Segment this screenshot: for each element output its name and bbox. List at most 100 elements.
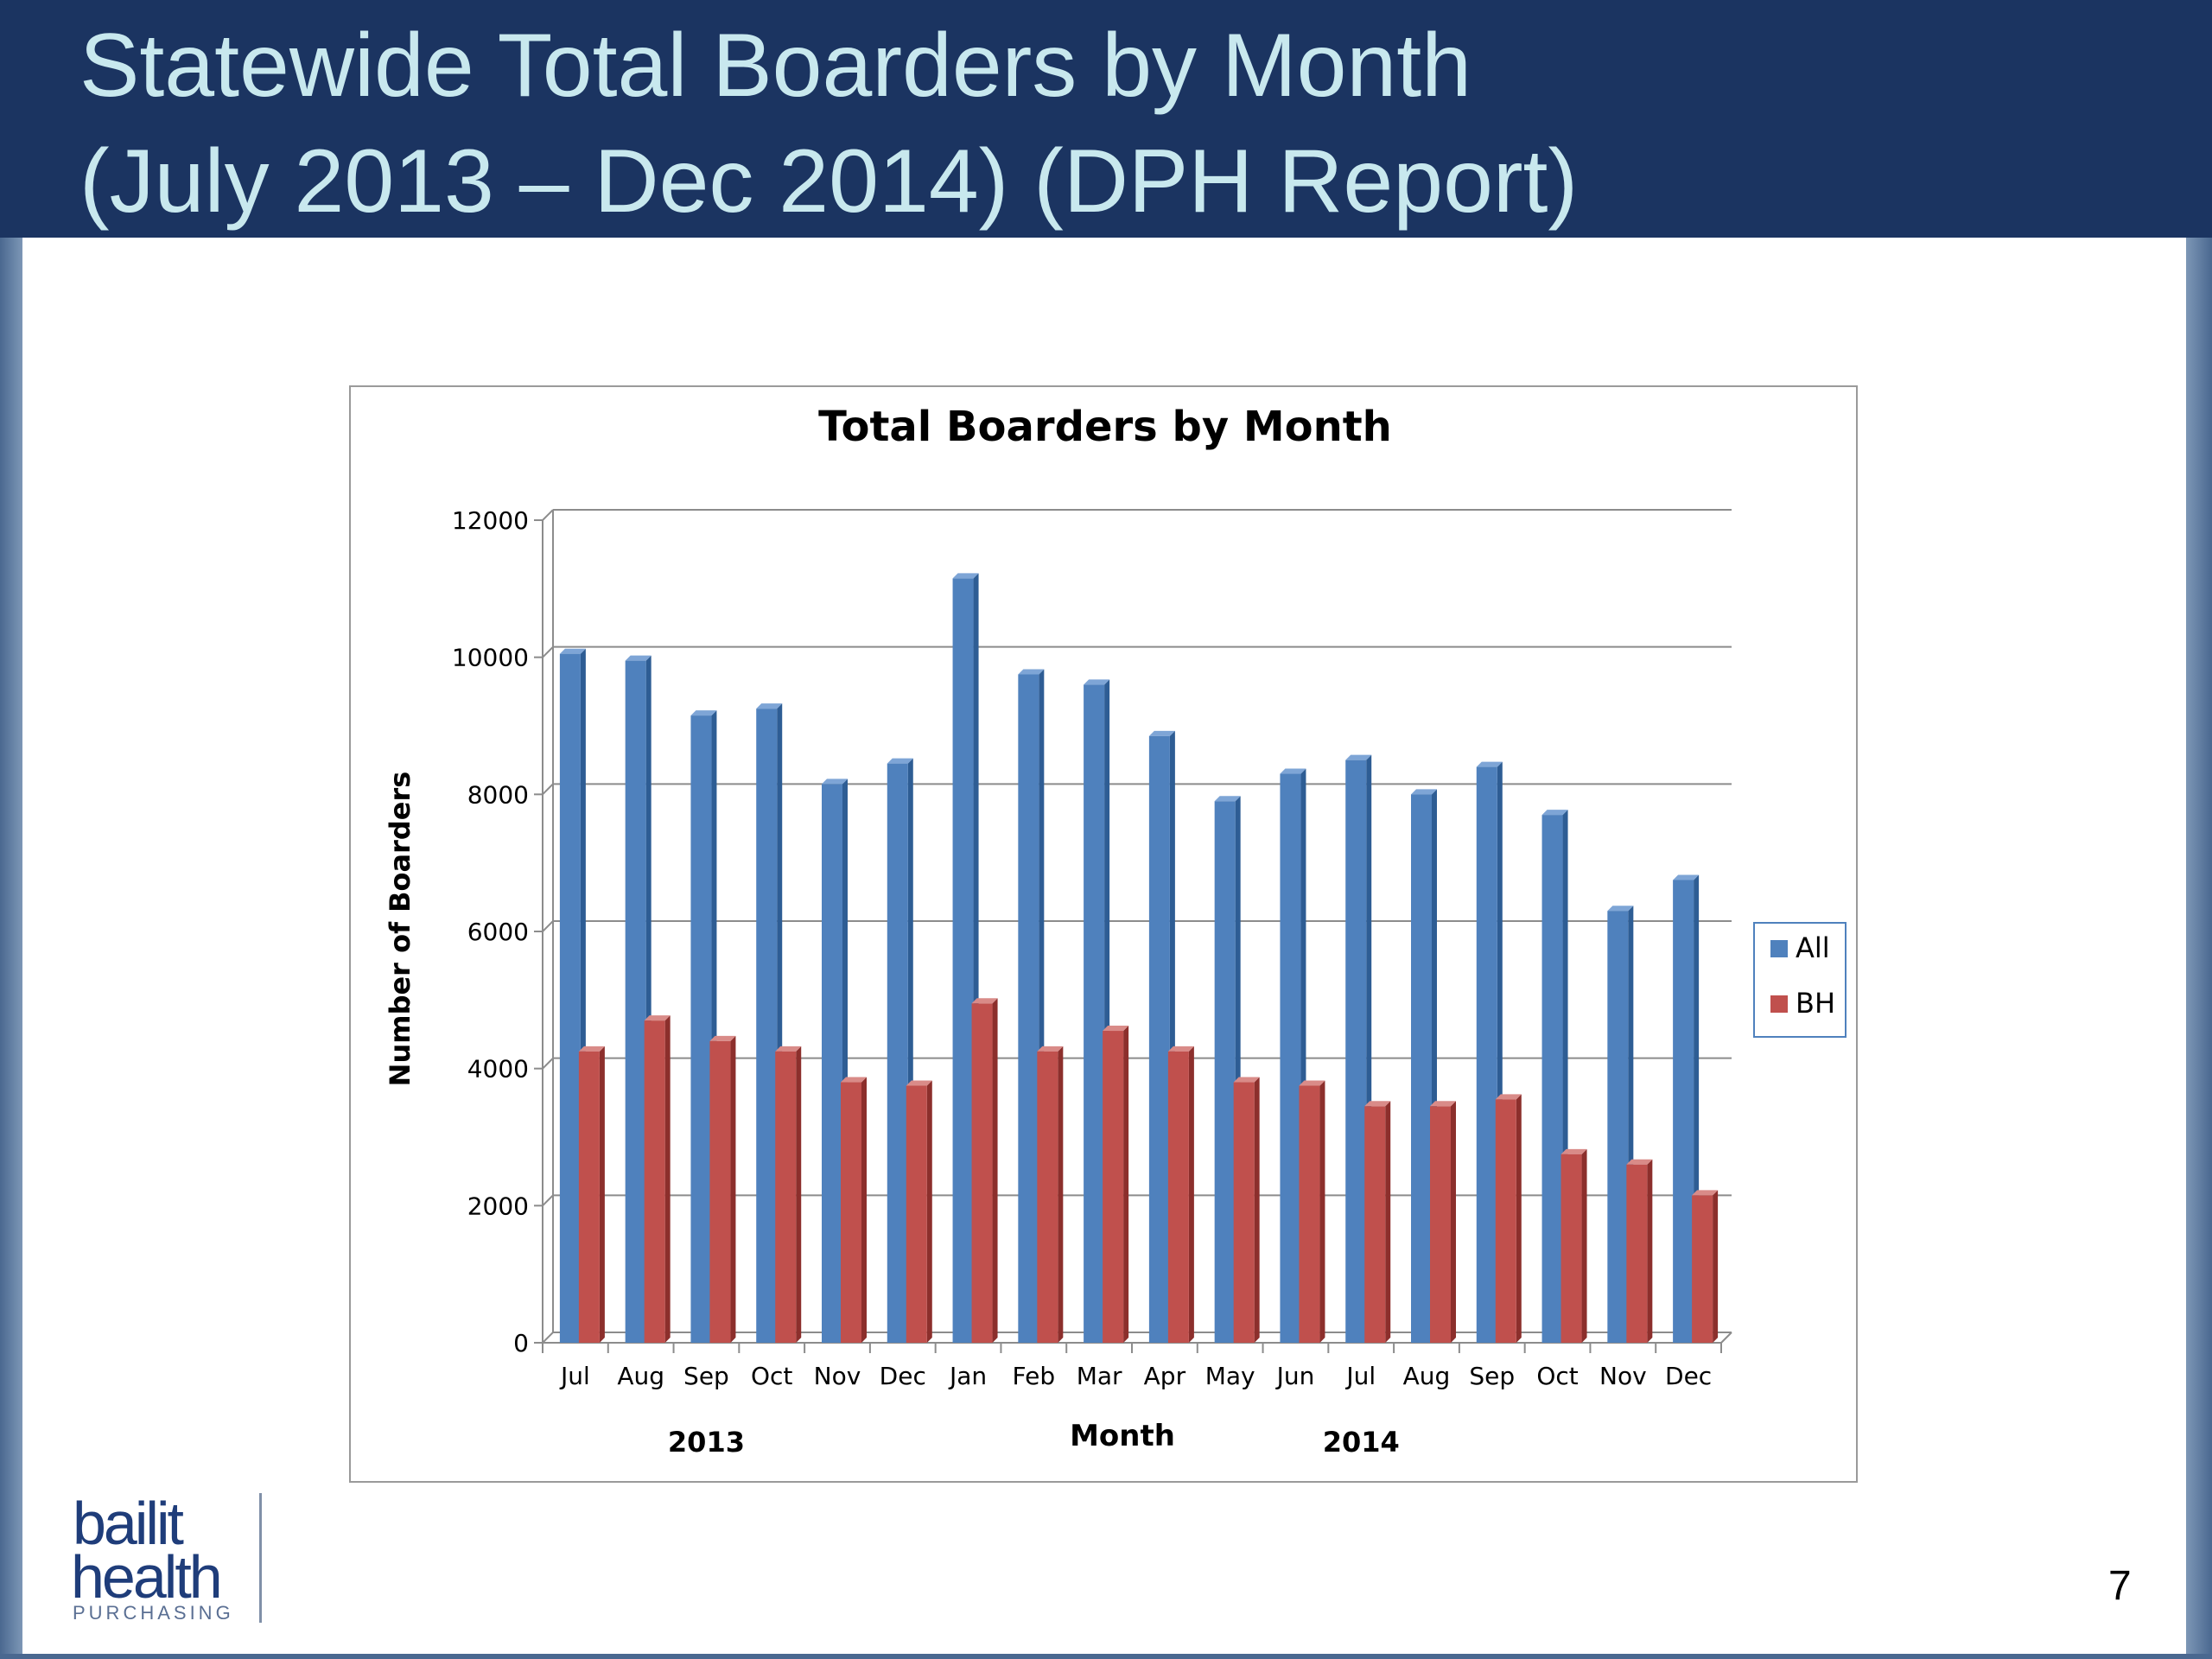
bar-bh bbox=[906, 1085, 927, 1343]
bar-side-bh bbox=[1319, 1080, 1325, 1343]
bar-side-bh bbox=[1254, 1077, 1260, 1343]
legend-swatch-bh bbox=[1770, 995, 1788, 1013]
x-tick-label: Apr bbox=[1144, 1362, 1186, 1390]
x-tick-label: Jan bbox=[948, 1362, 987, 1390]
x-tick-label: Sep bbox=[1469, 1362, 1515, 1390]
floor-edge bbox=[1720, 1332, 1732, 1344]
bar-top-all bbox=[1214, 796, 1241, 802]
axis-tick-labels: 0 2000 4000 6000 8000 10000 12000 Jul Aug Sep Oct N… bbox=[452, 506, 1712, 1459]
bar-side-bh bbox=[1581, 1148, 1587, 1343]
y-tick-label: 12000 bbox=[452, 506, 529, 535]
bar-side-bh bbox=[1058, 1046, 1064, 1343]
bar-top-all bbox=[1148, 730, 1175, 736]
bar-side-bh bbox=[1516, 1094, 1522, 1343]
legend-label-all: All bbox=[1796, 931, 1830, 964]
bar-side-bh bbox=[796, 1046, 802, 1343]
bar-top-bh bbox=[1560, 1148, 1587, 1154]
logo-word-purchasing: PURCHASING bbox=[73, 1602, 234, 1624]
bar-bh bbox=[1364, 1106, 1386, 1343]
x-tick-label: Nov bbox=[814, 1362, 861, 1390]
y-tick-label: 4000 bbox=[467, 1055, 529, 1084]
bar-all bbox=[887, 763, 908, 1343]
gridline-connector bbox=[542, 1194, 554, 1207]
bar-top-all bbox=[1673, 874, 1700, 880]
bar-top-bh bbox=[1626, 1159, 1653, 1165]
bar-side-bh bbox=[664, 1015, 671, 1343]
bar-all bbox=[559, 653, 581, 1343]
slide-title-line-2: (July 2013 – Dec 2014) (DPH Report) bbox=[79, 131, 1579, 232]
bar-side-bh bbox=[861, 1077, 867, 1343]
bar-top-bh bbox=[1103, 1026, 1129, 1032]
bar-all bbox=[1214, 801, 1236, 1343]
bar-side-bh bbox=[730, 1035, 736, 1343]
bar-top-all bbox=[887, 758, 913, 764]
year-label: 2013 bbox=[668, 1426, 745, 1459]
bar-side-bh bbox=[1713, 1190, 1719, 1343]
bar-top-all bbox=[822, 779, 848, 785]
bar-top-all bbox=[1476, 761, 1503, 767]
legend-label-bh: BH bbox=[1796, 987, 1835, 1020]
x-tick-label: Mar bbox=[1077, 1362, 1122, 1390]
y-tick-label: 10000 bbox=[452, 644, 529, 672]
bar-top-bh bbox=[1167, 1046, 1194, 1052]
bar-top-bh bbox=[644, 1015, 671, 1021]
bar-side-bh bbox=[1188, 1046, 1194, 1343]
legend-swatch-all bbox=[1770, 940, 1788, 957]
title-banner: Statewide Total Boarders by Month (July … bbox=[0, 0, 2212, 238]
y-tick-label: 0 bbox=[513, 1329, 529, 1357]
bar-top-all bbox=[1084, 679, 1110, 685]
bar-bh bbox=[1626, 1164, 1648, 1343]
bar-top-bh bbox=[1692, 1190, 1719, 1196]
bar-all bbox=[756, 709, 778, 1343]
legend-box bbox=[1753, 922, 1847, 1038]
bar-bh bbox=[841, 1082, 861, 1343]
gridline-connector bbox=[542, 920, 554, 932]
x-axis-label: Month bbox=[1070, 1419, 1175, 1453]
bar-all bbox=[822, 784, 842, 1343]
gridline-connector bbox=[542, 645, 554, 658]
chart-title: Total Boarders by Month bbox=[818, 403, 1392, 451]
x-tick-label: Jun bbox=[1275, 1362, 1315, 1390]
bar-side-bh bbox=[926, 1080, 932, 1343]
bar-top-all bbox=[756, 703, 783, 709]
y-tick-label: 2000 bbox=[467, 1192, 529, 1220]
bar-bh bbox=[1037, 1051, 1058, 1343]
bar-top-bh bbox=[578, 1046, 605, 1052]
x-tick-label: Dec bbox=[880, 1362, 926, 1390]
logo-word-health: health bbox=[71, 1543, 223, 1611]
chart-frame: Total Boarders by Month Number of Boarde… bbox=[349, 385, 1858, 1483]
bar-top-bh bbox=[1037, 1046, 1064, 1052]
bar-side-bh bbox=[992, 998, 998, 1343]
bar-all bbox=[952, 578, 974, 1343]
bar-top-bh bbox=[971, 998, 998, 1004]
bar-all bbox=[1476, 766, 1497, 1343]
bar-all bbox=[625, 660, 646, 1343]
bar-all bbox=[1018, 674, 1039, 1343]
bar-top-all bbox=[1018, 669, 1045, 675]
bar-bh bbox=[1299, 1085, 1320, 1343]
bar-top-all bbox=[1411, 789, 1437, 795]
bar-all bbox=[1673, 880, 1694, 1343]
bar-side-bh bbox=[599, 1046, 605, 1343]
bar-bh bbox=[1495, 1099, 1516, 1343]
bar-top-all bbox=[1541, 810, 1568, 816]
page-number: 7 bbox=[2108, 1563, 2132, 1609]
right-border-bar bbox=[2186, 238, 2212, 1659]
logo-divider bbox=[259, 1493, 262, 1623]
bar-top-bh bbox=[841, 1077, 867, 1083]
bar-all bbox=[1084, 684, 1105, 1343]
bar-bh bbox=[1692, 1195, 1713, 1343]
bar-top-all bbox=[1345, 754, 1372, 760]
gridline-connector bbox=[542, 1332, 554, 1344]
bar-top-bh bbox=[906, 1080, 932, 1086]
x-tick-label: Nov bbox=[1599, 1362, 1647, 1390]
gridline-connector bbox=[542, 509, 554, 521]
bar-bh bbox=[1560, 1154, 1582, 1343]
bar-all bbox=[690, 715, 712, 1343]
y-axis-label: Number of Boarders bbox=[384, 772, 416, 1087]
bar-top-all bbox=[1280, 768, 1306, 774]
bar-top-all bbox=[690, 710, 717, 716]
bar-all bbox=[1411, 794, 1432, 1343]
x-tick-label: Sep bbox=[683, 1362, 729, 1390]
